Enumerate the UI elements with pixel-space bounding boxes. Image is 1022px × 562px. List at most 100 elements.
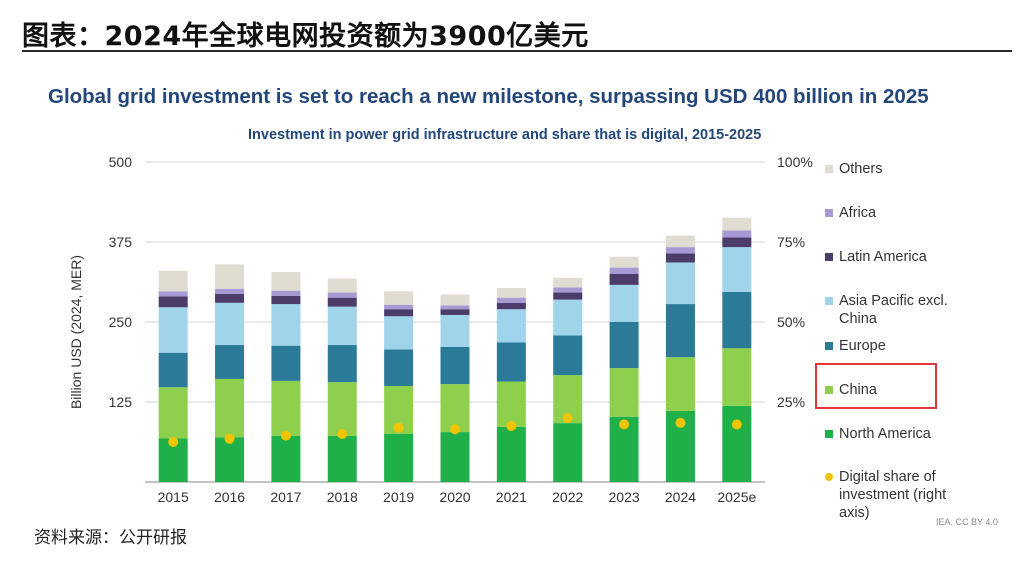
bar-segment-africa — [722, 230, 752, 238]
x-tick-label: 2018 — [327, 489, 358, 505]
digital-share-dot — [280, 430, 291, 441]
bar-segment-africa — [384, 304, 414, 310]
bar-segment-others — [271, 272, 301, 291]
bar-segment-europe — [665, 304, 695, 358]
bar-segment-asia-pacific-excl-china — [384, 316, 414, 350]
y-tick-label: 500 — [109, 154, 133, 170]
x-tick-label: 2024 — [665, 489, 696, 505]
bar-segment-asia-pacific-excl-china — [327, 306, 357, 346]
bar-segment-north-america — [722, 405, 752, 482]
legend-swatch-digital-share — [825, 473, 833, 481]
digital-share-dot — [450, 424, 460, 435]
digital-share-dot — [619, 419, 630, 430]
bar-segment-latin-america — [440, 309, 470, 315]
bar-segment-others — [158, 270, 188, 292]
bar-segment-others — [553, 277, 583, 288]
bar-segment-china — [215, 378, 245, 438]
bar-segment-china — [327, 382, 357, 436]
digital-share-dot — [168, 437, 179, 447]
bar-segment-asia-pacific-excl-china — [609, 284, 639, 322]
x-tick-label: 2025e — [717, 489, 756, 505]
digital-share-dot — [224, 433, 235, 444]
legend-swatch-others — [825, 165, 833, 173]
bar-segment-europe — [440, 346, 470, 385]
bar-segment-china — [158, 387, 188, 439]
bar-segment-asia-pacific-excl-china — [553, 299, 583, 336]
bar-segment-africa — [496, 297, 526, 303]
digital-share-dot — [731, 419, 742, 430]
bar-segment-others — [496, 288, 526, 298]
bar-segment-north-america — [271, 435, 301, 482]
legend-item-asia-pacific: Asia Pacific excl. China — [825, 292, 955, 328]
iea-credit: IEA. CC BY 4.0 — [936, 517, 998, 527]
bar-segment-china — [496, 381, 526, 427]
bar-segment-others — [440, 294, 470, 306]
digital-share-dot — [393, 422, 404, 433]
bar-segment-europe — [384, 349, 414, 386]
x-tick-label: 2016 — [214, 489, 245, 505]
bar-segment-others — [665, 235, 695, 248]
legend-item-north-america: North America — [825, 425, 931, 443]
legend-label-others: Others — [839, 161, 883, 177]
legend-swatch-north-america — [825, 430, 833, 438]
bar-segment-africa — [665, 247, 695, 254]
legend-swatch-europe — [825, 342, 833, 350]
bar-segment-north-america — [215, 437, 245, 482]
bar-segment-africa — [215, 288, 245, 294]
bar-segment-others — [609, 256, 639, 268]
bar-segment-africa — [271, 290, 301, 296]
legend-item-latin-america: Latin America — [825, 248, 927, 266]
legend-label-europe: Europe — [839, 338, 886, 354]
digital-share-dot — [506, 421, 517, 431]
bar-segment-asia-pacific-excl-china — [158, 307, 188, 353]
legend-swatch-africa — [825, 209, 833, 217]
bar-segment-north-america — [440, 432, 470, 482]
bar-segment-asia-pacific-excl-china — [496, 309, 526, 343]
digital-share-dot — [562, 413, 573, 423]
bar-segment-china — [665, 357, 695, 411]
bar-segment-north-america — [327, 435, 357, 482]
legend-label-asia-pacific: Asia Pacific excl. China — [839, 293, 948, 327]
y-tick-label: 375 — [109, 234, 133, 250]
bar-segment-asia-pacific-excl-china — [215, 302, 245, 346]
legend-item-africa: Africa — [825, 204, 876, 222]
bar-segment-africa — [158, 291, 188, 297]
legend-item-digital-share: Digital share of investment (right axis) — [825, 468, 975, 522]
bar-segment-china — [271, 380, 301, 436]
digital-share-dot — [337, 429, 348, 439]
x-tick-label: 2023 — [609, 489, 640, 505]
bar-segment-latin-america — [553, 292, 583, 300]
bar-segment-europe — [158, 352, 188, 388]
bar-segment-china — [440, 384, 470, 433]
bar-segment-africa — [440, 305, 470, 310]
legend-label-latin-america: Latin America — [839, 249, 927, 265]
y-tick-label: 250 — [109, 314, 133, 330]
figure-title: 图表：2024年全球电网投资额为3900亿美元 — [22, 21, 589, 52]
title-divider — [22, 50, 1012, 52]
legend-label-north-america: North America — [839, 426, 931, 442]
bar-segment-others — [722, 217, 752, 231]
x-tick-label: 2017 — [270, 489, 301, 505]
bar-segment-latin-america — [158, 296, 188, 308]
bar-segment-europe — [553, 335, 583, 376]
legend-swatch-asia-pacific — [825, 297, 833, 305]
bar-segment-africa — [553, 287, 583, 293]
bar-segment-europe — [215, 345, 245, 379]
x-tick-label: 2021 — [496, 489, 527, 505]
legend-label-africa: Africa — [839, 205, 877, 221]
y2-tick-label: 75% — [777, 234, 805, 250]
bar-segment-europe — [496, 342, 526, 382]
y-tick-label: 125 — [109, 394, 133, 410]
y2-tick-label: 50% — [777, 314, 805, 330]
bar-segment-africa — [609, 267, 639, 274]
y-axis-label: Billion USD (2024, MER) — [68, 255, 84, 409]
bar-segment-others — [327, 278, 357, 293]
bar-segment-asia-pacific-excl-china — [271, 304, 301, 346]
bar-segment-others — [215, 264, 245, 289]
bar-segment-latin-america — [215, 293, 245, 303]
bar-segment-china — [722, 348, 752, 406]
bar-segment-asia-pacific-excl-china — [665, 262, 695, 305]
bar-segment-latin-america — [271, 295, 301, 305]
digital-share-dot — [675, 417, 686, 428]
